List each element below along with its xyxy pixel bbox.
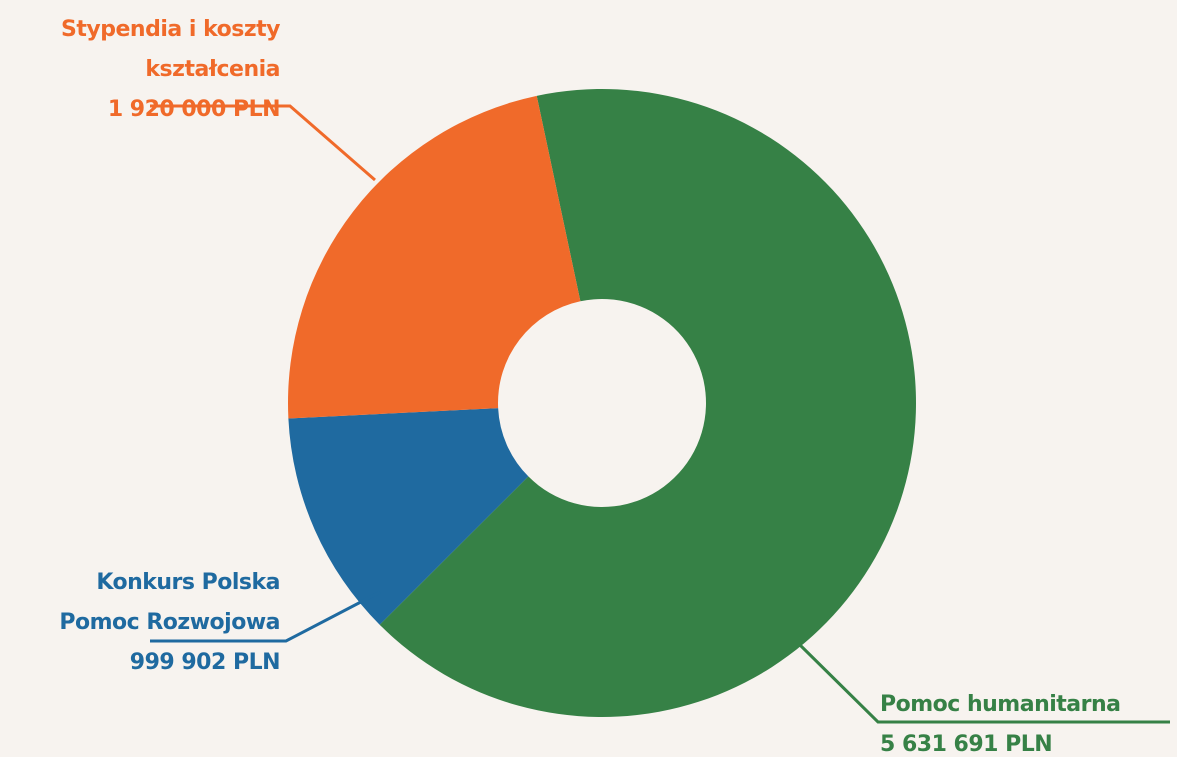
leader-line bbox=[150, 104, 376, 182]
leader-line bbox=[798, 643, 1170, 724]
donut-slice bbox=[288, 95, 581, 419]
category-label: Pomoc humanitarna bbox=[880, 692, 1121, 717]
value-label: 999 902 PLN bbox=[129, 650, 281, 675]
donut-slice bbox=[379, 89, 917, 717]
slice-label: Konkurs Polska Pomoc Rozwojowa 999 902 P… bbox=[40, 563, 280, 683]
leader-line bbox=[150, 590, 381, 643]
value-label: 5 631 691 PLN bbox=[880, 732, 1053, 757]
donut-slice bbox=[288, 408, 529, 625]
category-label: Konkurs Polska Pomoc Rozwojowa bbox=[59, 570, 280, 635]
value-label: 1 920 000 PLN bbox=[107, 97, 281, 122]
slices bbox=[288, 89, 917, 717]
slice-label: Pomoc humanitarna 5 631 691 PLN bbox=[880, 685, 1175, 757]
slice-label: Stypendia i koszty kształcenia 1 920 000… bbox=[8, 10, 280, 130]
category-label: Stypendia i koszty kształcenia bbox=[61, 17, 280, 82]
